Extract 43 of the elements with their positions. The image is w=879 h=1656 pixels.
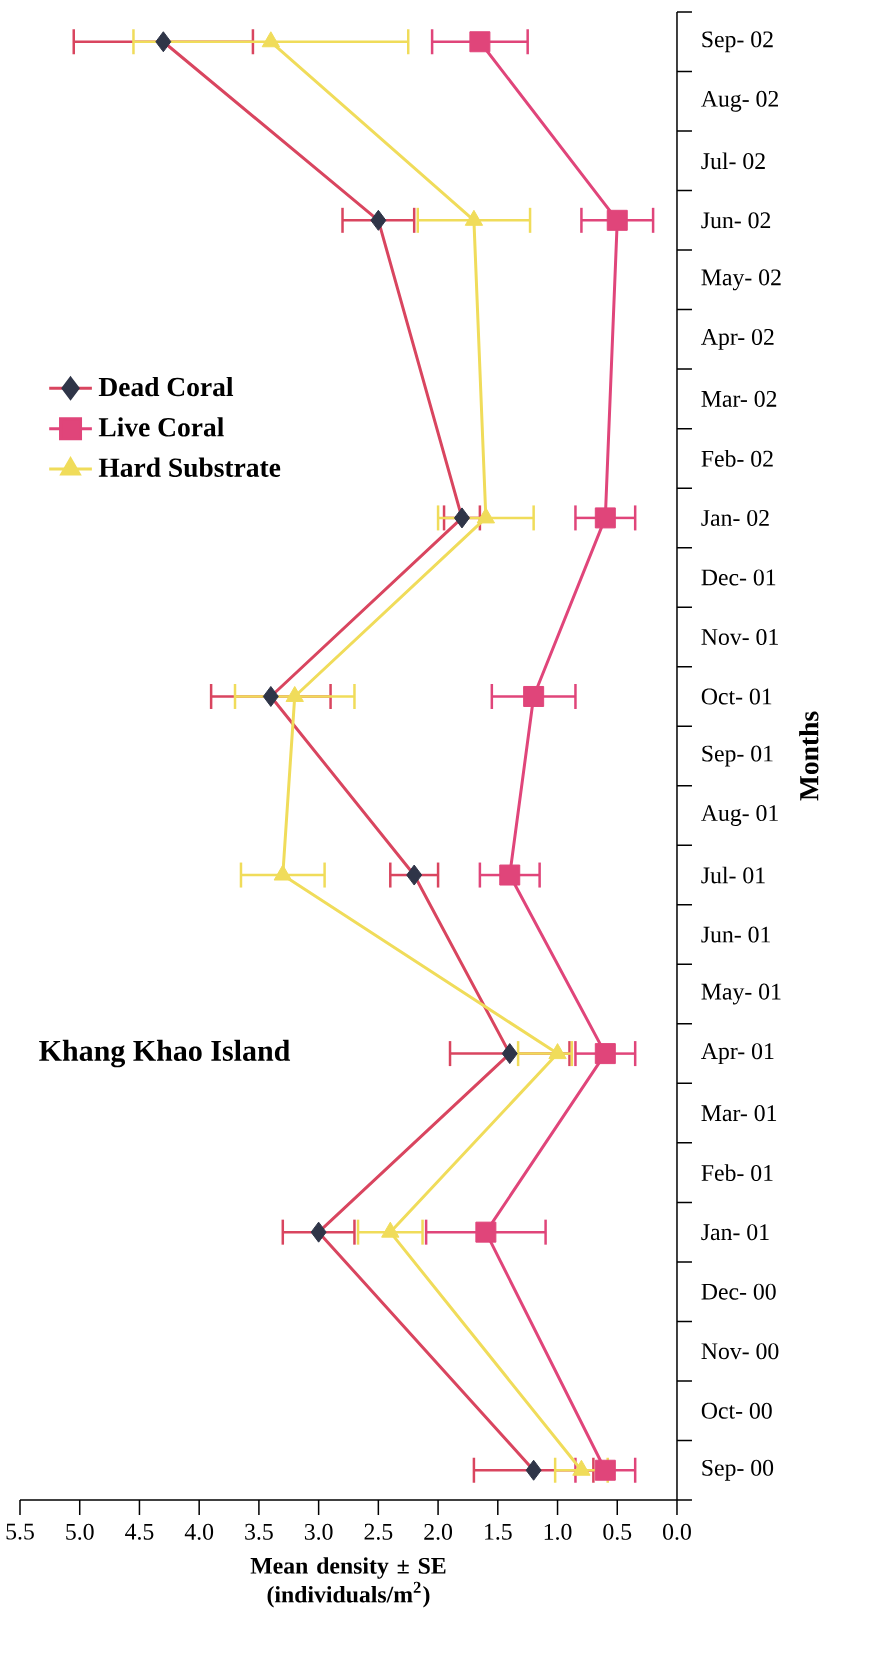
y-tick-label: Mar- 02 — [701, 390, 777, 407]
y-tick-label: Oct- 00 — [701, 1402, 772, 1419]
y-tick-label: Apr- 01 — [701, 1043, 774, 1065]
x-tick-label: 5.0 — [66, 1523, 94, 1540]
x-tick-label: 0.5 — [603, 1523, 632, 1540]
y-tick-label: Jan- 02 — [701, 509, 769, 526]
y-axis-title: Months — [799, 711, 819, 801]
legend-label: Dead Coral — [98, 376, 234, 397]
legend-label: Hard Substrate — [98, 457, 281, 477]
y-tick-label: Oct- 01 — [701, 688, 772, 705]
y-tick-label: May- 02 — [701, 269, 781, 291]
y-tick-label: Nov- 00 — [701, 1343, 779, 1360]
legend-label: Live Coral — [98, 417, 224, 437]
y-tick-label: Dec- 00 — [701, 1283, 776, 1300]
x-tick-label: 3.5 — [245, 1523, 273, 1540]
y-tick-label: Jul- 01 — [701, 866, 765, 884]
y-tick-label: Sep- 00 — [702, 1459, 774, 1481]
y-tick-label: Jun- 02 — [701, 212, 771, 229]
x-tick-label: 4.0 — [184, 1523, 214, 1540]
x-tick-label: 1.0 — [544, 1523, 572, 1540]
x-tick-label: 3.0 — [304, 1523, 333, 1540]
y-tick-label: Mar- 01 — [701, 1105, 777, 1122]
x-tick-label: 0.0 — [663, 1523, 691, 1540]
y-tick-label: Apr- 02 — [701, 328, 774, 350]
x-tick-label: 5.5 — [6, 1523, 34, 1540]
x-tick-label: 1.5 — [485, 1523, 512, 1540]
y-tick-label: Feb- 01 — [701, 1164, 773, 1181]
y-tick-label: Feb- 02 — [701, 450, 773, 467]
y-tick-label: May- 01 — [701, 983, 781, 1005]
x-tick-label: 4.5 — [125, 1523, 154, 1540]
y-tick-label: Aug- 01 — [701, 805, 778, 826]
text: Khang Khao Island — [39, 1039, 291, 1068]
y-tick-label: Sep- 01 — [702, 745, 773, 767]
y-tick-label: Nov- 01 — [701, 628, 778, 645]
y-tick-label: Dec- 01 — [701, 569, 776, 586]
y-tick-label: Aug- 02 — [701, 90, 778, 112]
y-tick-label: Jul- 02 — [701, 152, 765, 170]
y-tick-label: Jan- 01 — [701, 1224, 769, 1241]
x-axis-title: Mean density ± SE (individuals/m$^{2}$) — [250, 1557, 446, 1608]
y-tick-label: Jun- 01 — [701, 926, 770, 943]
y-tick-label: Sep- 02 — [702, 31, 773, 53]
x-tick-label: 2.0 — [424, 1523, 453, 1540]
x-tick-label: 2.5 — [364, 1523, 393, 1540]
